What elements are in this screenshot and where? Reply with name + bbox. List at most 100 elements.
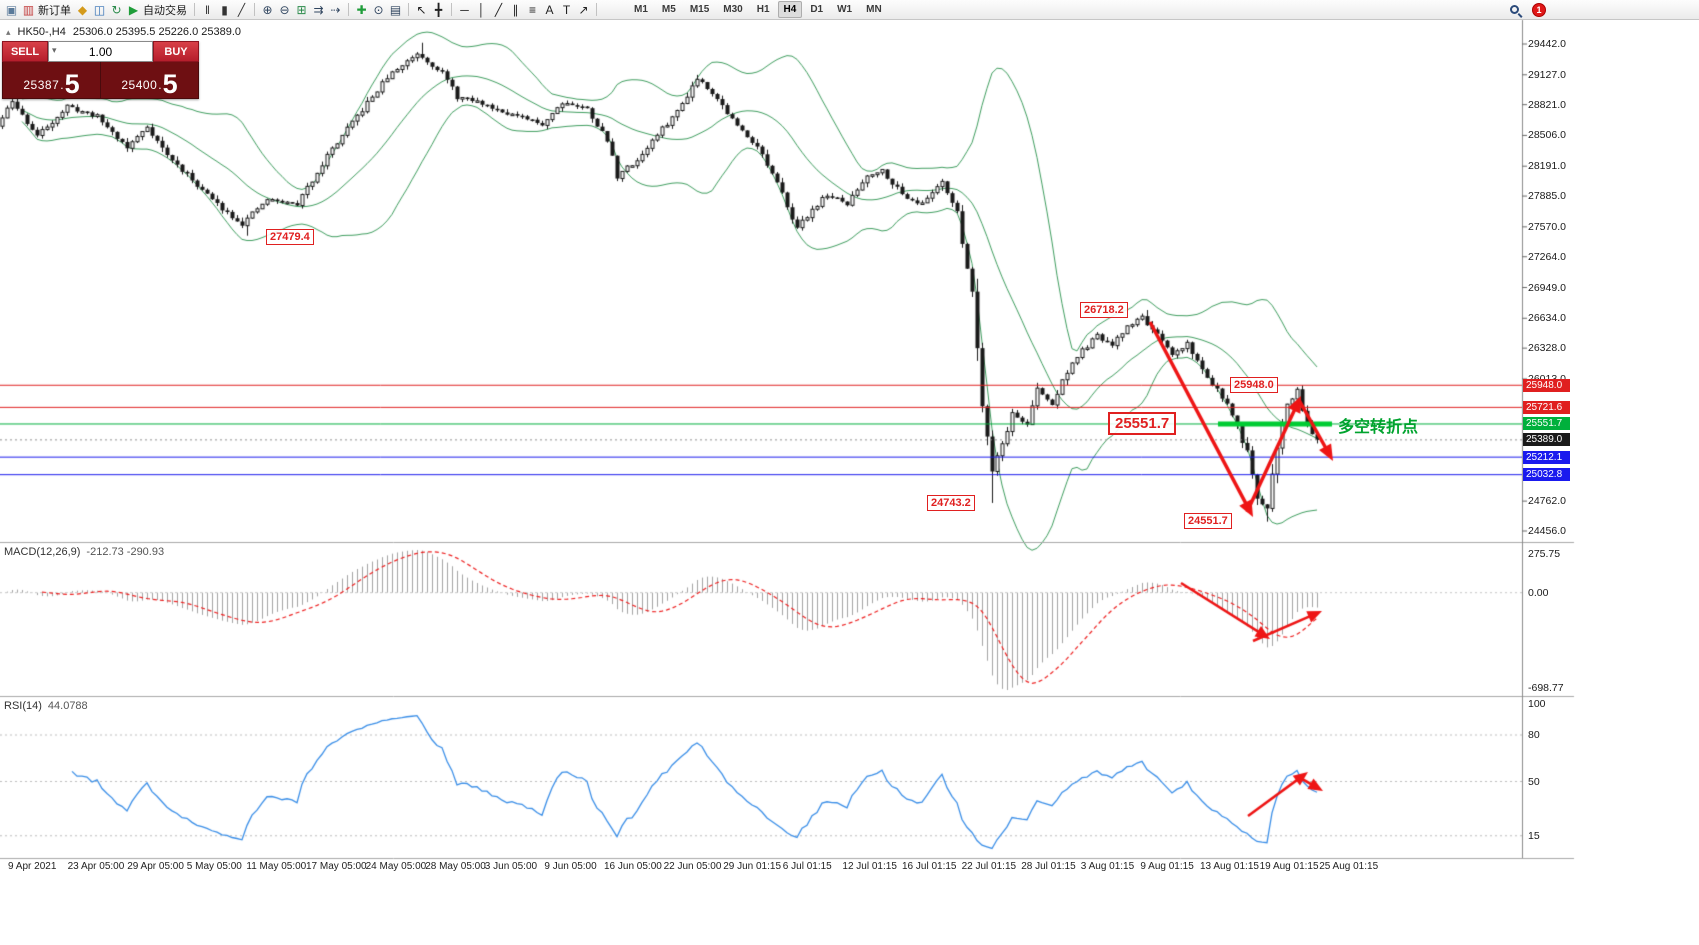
zoom-in-icon[interactable]: ⊕	[262, 2, 273, 17]
time-label: 19 Aug 01:15	[1259, 861, 1319, 872]
refresh-icon[interactable]: ↻	[111, 2, 122, 17]
price-badge: 25721.6	[1523, 400, 1570, 414]
macd-name: MACD(12,26,9)	[4, 546, 81, 558]
rsi-axis-label: 15	[1528, 829, 1540, 842]
sell-price-pip: 5	[64, 69, 80, 100]
sell-price-dot: .	[60, 78, 64, 92]
search-icon[interactable]	[1510, 4, 1523, 18]
text-label-icon[interactable]: T	[562, 2, 571, 17]
buy-price-main: 25400	[121, 78, 158, 92]
timeframe-h4[interactable]: H4	[777, 1, 803, 18]
autotrading-icon[interactable]: ▶	[128, 2, 139, 17]
price-callout[interactable]: 24743.2	[927, 495, 975, 511]
rsi-axis-label: 80	[1528, 729, 1540, 741]
arrows-tool-icon[interactable]: ↗	[578, 2, 589, 17]
timeframe-m5[interactable]: M5	[661, 4, 676, 15]
price-tick: 24762.0	[1528, 495, 1566, 508]
time-label: 3 Aug 01:15	[1080, 861, 1135, 872]
market-watch-icon[interactable]: ◫	[93, 2, 106, 17]
one-click-trading-panel: SELL ▾ BUY 25387.5 25400.5	[2, 41, 199, 99]
price-tick: 26634.0	[1528, 312, 1566, 325]
crosshair-icon[interactable]: ╋	[434, 2, 443, 17]
volume-field: ▾	[48, 41, 153, 62]
price-tick: 28191.0	[1528, 160, 1566, 173]
chart-shift-icon[interactable]: ⇢	[330, 2, 341, 17]
price-callout[interactable]: 26718.2	[1080, 302, 1128, 318]
price-tick: 27570.0	[1528, 220, 1566, 233]
time-label: 22 Jul 01:15	[961, 861, 1017, 872]
candlestick-chart-icon[interactable]: ▮	[221, 2, 228, 17]
chart-window-icon[interactable]: ▣	[5, 2, 18, 17]
buy-price-pip: 5	[162, 69, 178, 100]
sell-button[interactable]: SELL	[2, 41, 48, 62]
rsi-value: 44.0788	[47, 700, 88, 712]
vertical-line-icon[interactable]: │	[477, 2, 486, 17]
price-callout[interactable]: 24551.7	[1184, 513, 1232, 529]
price-badge: 25948.0	[1523, 378, 1570, 392]
trendline-icon[interactable]: ╱	[494, 2, 503, 17]
annotation-text[interactable]: 多空转折点	[1338, 419, 1419, 436]
symbol-expand-icon[interactable]: ▴	[6, 26, 11, 37]
toolbar-separator	[254, 3, 255, 16]
rsi-axis-label: 50	[1528, 775, 1540, 788]
new-order-icon[interactable]: ▥	[22, 2, 35, 17]
toolbar-separator	[451, 3, 452, 16]
time-label: 17 May 05:00	[306, 861, 367, 872]
time-label: 9 Aug 01:15	[1140, 861, 1194, 872]
line-chart-icon[interactable]: ╱	[237, 2, 246, 17]
price-badge: 25032.8	[1523, 468, 1570, 482]
periods-icon[interactable]: ⊙	[373, 2, 384, 17]
toolbar-separator	[408, 3, 409, 16]
horizontal-line-icon[interactable]: ─	[460, 2, 469, 17]
sell-price[interactable]: 25387. 5	[3, 62, 101, 98]
buy-price-dot: .	[158, 78, 162, 92]
macd-label: MACD(12,26,9) -212.73 -290.93	[4, 546, 164, 558]
price-callout[interactable]: 25551.7	[1108, 412, 1177, 435]
timeframe-m15[interactable]: M15	[689, 4, 710, 15]
volume-dropdown-icon[interactable]: ▾	[52, 45, 57, 55]
time-label: 16 Jul 01:15	[902, 861, 957, 872]
timeframe-h1[interactable]: H1	[756, 4, 770, 15]
new-order-label[interactable]: 新订单	[38, 4, 71, 17]
profiles-icon[interactable]: ◆	[77, 2, 88, 17]
zoom-out-icon[interactable]: ⊖	[279, 2, 290, 17]
price-callout[interactable]: 27479.4	[266, 229, 314, 245]
notification-badge[interactable]: 1	[1532, 3, 1546, 17]
time-label: 16 Jun 05:00	[604, 861, 662, 872]
timeframe-d1[interactable]: D1	[810, 4, 824, 15]
bar-chart-icon[interactable]: ‖	[205, 2, 210, 17]
fibonacci-icon[interactable]: ≡	[528, 2, 536, 17]
tile-windows-icon[interactable]: ⊞	[296, 2, 307, 17]
buy-price[interactable]: 25400. 5	[101, 62, 198, 98]
autotrading-label[interactable]: 自动交易	[143, 4, 187, 17]
price-tick: 28506.0	[1528, 129, 1566, 142]
auto-scroll-icon[interactable]: ⇉	[313, 2, 324, 17]
timeframe-w1[interactable]: W1	[837, 4, 853, 15]
templates-icon[interactable]: ▤	[389, 2, 402, 17]
price-badge: 25389.0	[1523, 433, 1570, 447]
toolbar-separator	[348, 3, 349, 16]
price-tick: 27885.0	[1528, 190, 1566, 203]
trade-buttons-row: SELL ▾ BUY	[2, 41, 199, 62]
volume-input[interactable]	[70, 44, 131, 59]
timeframe-m30[interactable]: M30	[723, 4, 743, 15]
macd-axis-label: 0.00	[1528, 586, 1549, 599]
symbol-period: HK50-,H4	[17, 26, 66, 38]
buy-button[interactable]: BUY	[153, 41, 199, 62]
time-label: 5 May 05:00	[186, 861, 242, 872]
timeframe-m1[interactable]: M1	[634, 4, 648, 15]
time-label: 12 Jul 01:15	[842, 861, 897, 872]
equidistant-channel-icon[interactable]: ∥	[512, 2, 519, 17]
price-tick: 26949.0	[1528, 281, 1566, 294]
text-icon[interactable]: A	[545, 2, 554, 17]
timeframe-mn[interactable]: MN	[866, 4, 882, 15]
cursor-icon[interactable]: ↖	[416, 2, 427, 17]
price-badge: 25212.1	[1523, 450, 1570, 464]
macd-axis-label: 275.75	[1528, 548, 1561, 560]
price-tick: 29127.0	[1528, 68, 1566, 81]
indicators-icon[interactable]: ✚	[356, 2, 367, 17]
sell-price-main: 25387	[23, 78, 60, 92]
price-callout[interactable]: 25948.0	[1230, 377, 1278, 393]
